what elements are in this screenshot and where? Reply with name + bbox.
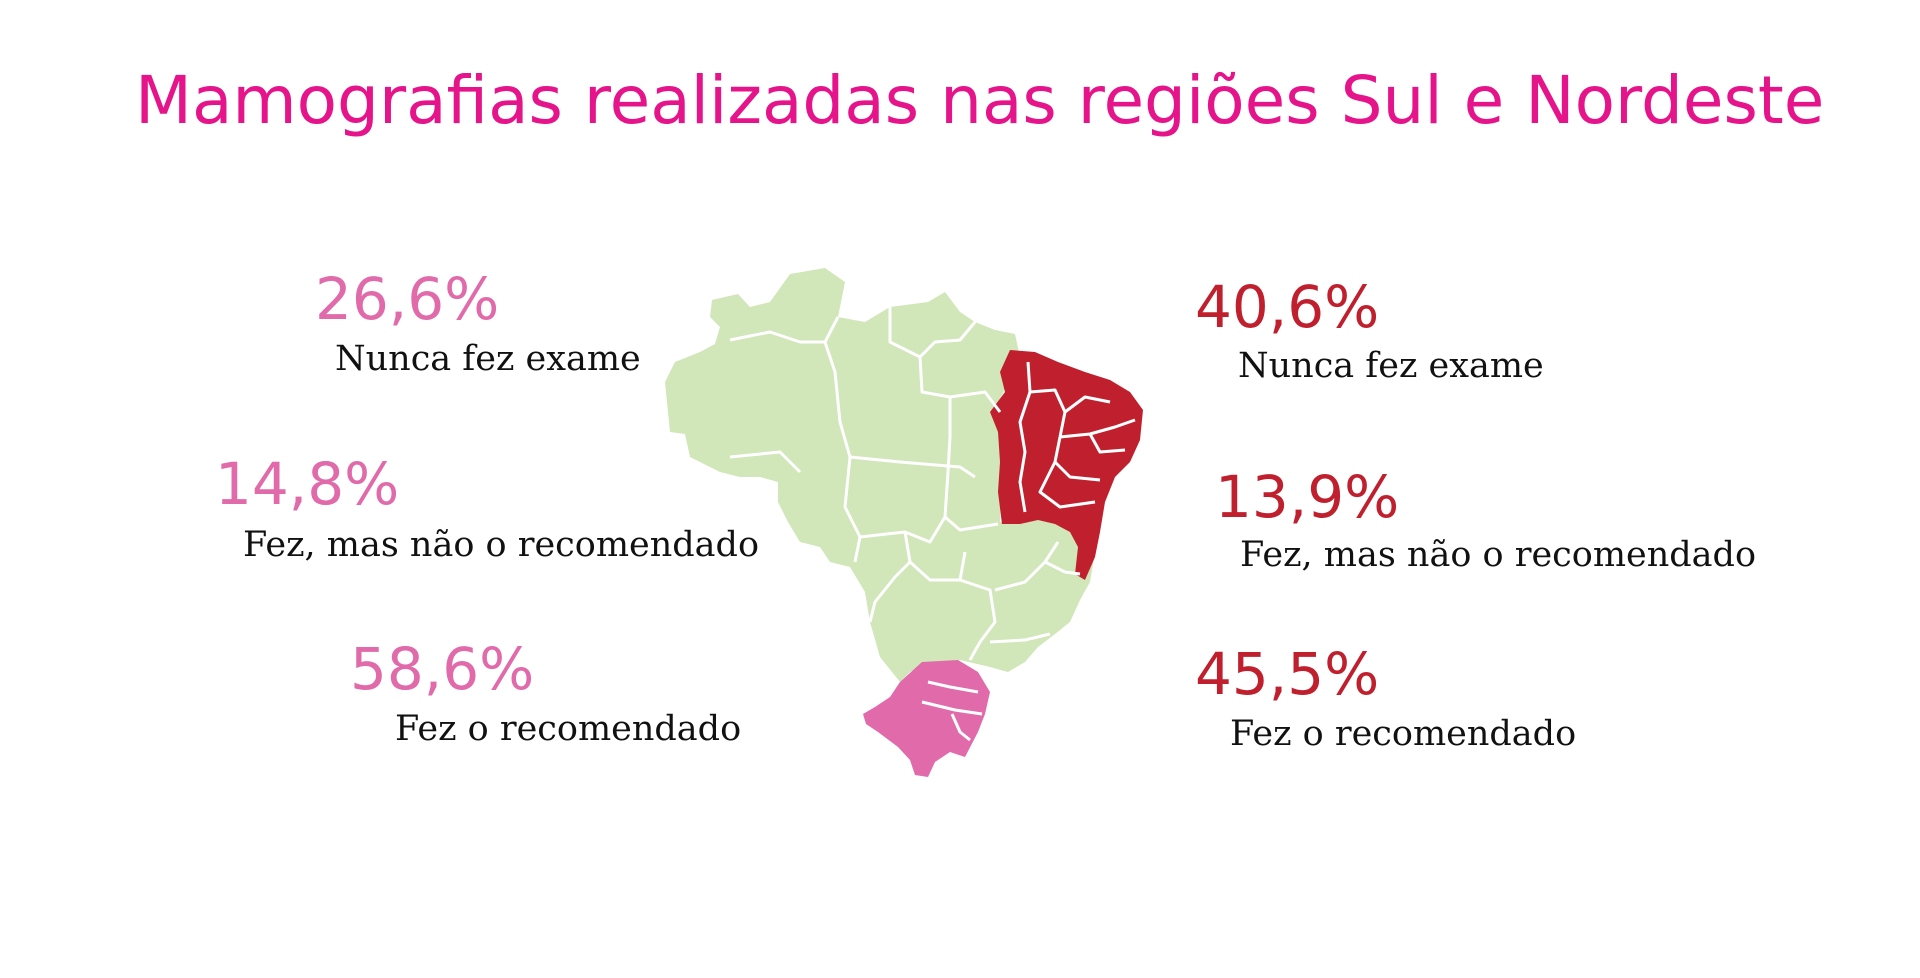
state-borders: [729, 307, 1136, 742]
page-title: Mamografias realizadas nas regiões Sul e…: [135, 62, 1825, 139]
nordeste-never-label: Nunca fez exame: [1238, 346, 1544, 386]
nordeste-partial-label: Fez, mas não o recomendado: [1240, 535, 1757, 575]
sul-never-value: 26,6%: [315, 265, 500, 333]
nordeste-never-value: 40,6%: [1195, 273, 1380, 341]
nordeste-region: [990, 350, 1143, 580]
sul-never-label: Nunca fez exame: [335, 339, 641, 379]
nordeste-recommended-value: 45,5%: [1195, 640, 1380, 708]
sul-recommended-value: 58,6%: [350, 635, 535, 703]
sul-region: [863, 660, 990, 777]
sul-partial-label: Fez, mas não o recomendado: [243, 525, 760, 565]
nordeste-recommended-label: Fez o recomendado: [1230, 714, 1577, 754]
brazil-other-regions: [665, 268, 1095, 682]
sul-recommended-label: Fez o recomendado: [395, 709, 742, 749]
nordeste-partial-value: 13,9%: [1215, 463, 1400, 531]
sul-partial-value: 14,8%: [215, 450, 400, 518]
brazil-map: [665, 268, 1143, 777]
